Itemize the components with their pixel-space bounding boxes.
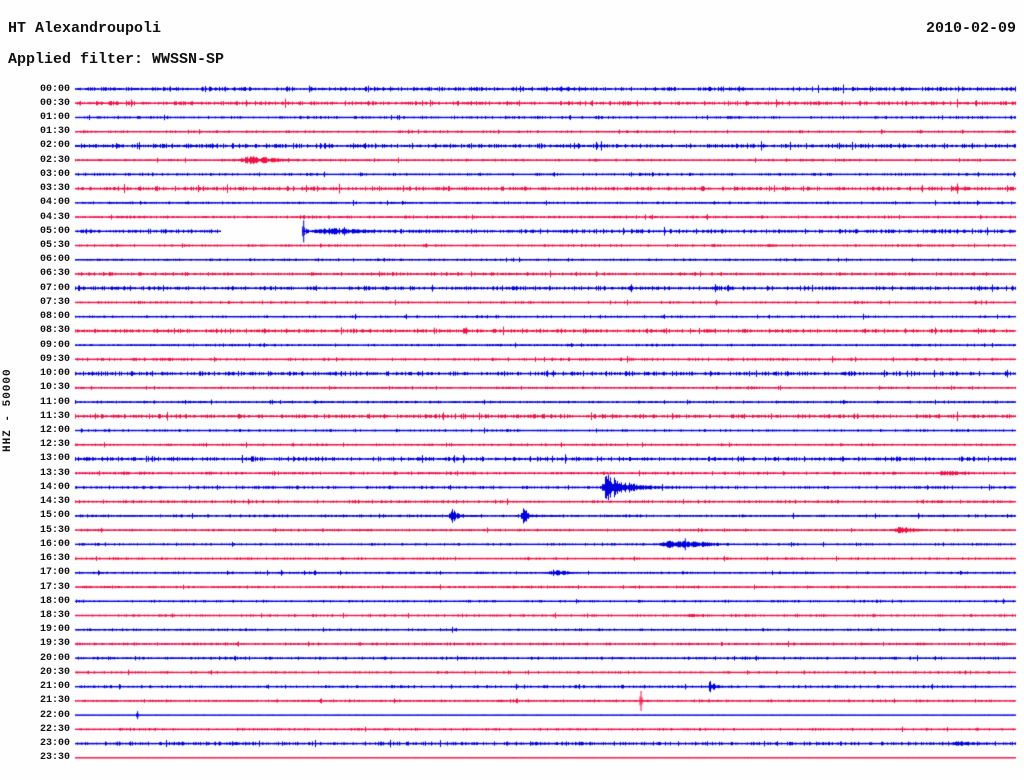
seismogram-canvas bbox=[0, 0, 1024, 780]
seismogram-page: HT Alexandroupoli Applied filter: WWSSN-… bbox=[0, 0, 1024, 780]
